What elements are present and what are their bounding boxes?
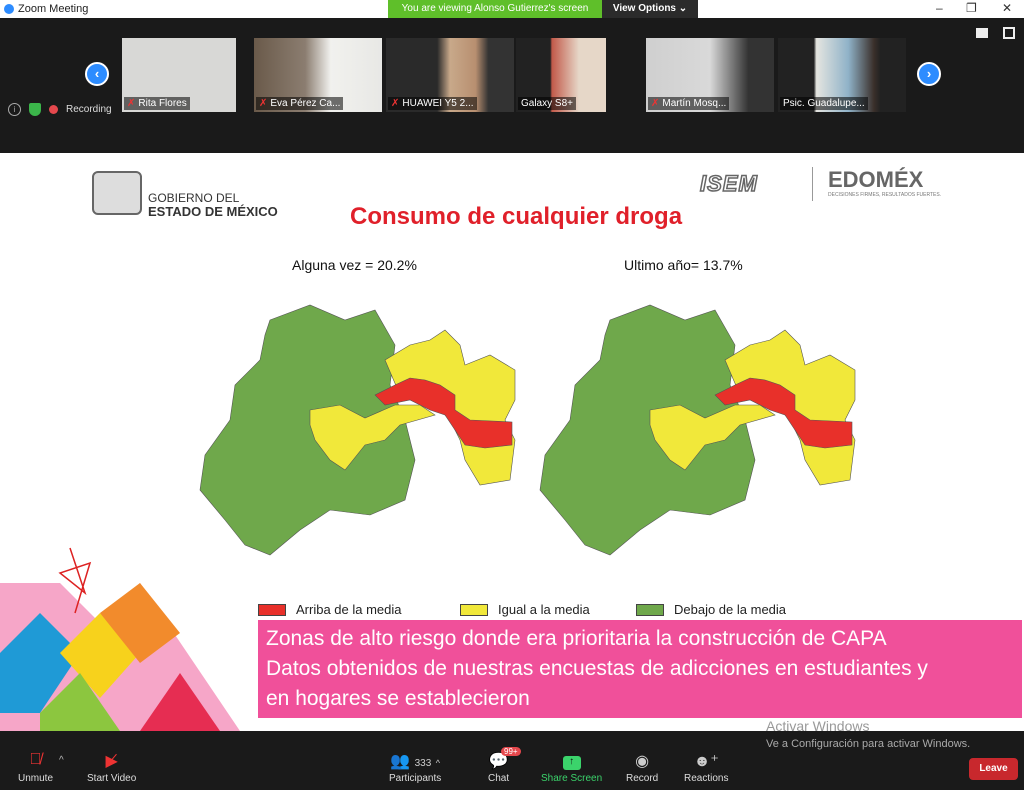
participant-name: Eva Pérez Ca... [270, 98, 341, 109]
isem-logo: ISEM [699, 170, 758, 197]
activate-windows-text: Ve a Configuración para activar Windows. [766, 738, 971, 750]
caption-line: en hogares se establecieron [266, 687, 530, 710]
activate-windows-title: Activar Windows [766, 718, 870, 734]
restore-button[interactable]: ❐ [966, 1, 977, 15]
legend-item-above: Arriba de la media [258, 602, 402, 617]
decor-shape [40, 673, 120, 731]
recording-label: Recording [66, 104, 112, 115]
caption-box: Zonas de alto riesgo donde era prioritar… [258, 620, 1022, 718]
edomex-logo: EDOMÉX [828, 167, 924, 192]
government-label: GOBIERNO DEL ESTADO DE MÉXICO [148, 191, 278, 219]
participants-icon: 👥 [390, 753, 411, 770]
info-icon[interactable]: i [8, 103, 21, 116]
close-button[interactable]: ✕ [1002, 1, 1013, 15]
start-video-button[interactable]: ▶̸ Start Video [87, 753, 137, 784]
caption-line: Datos obtenidos de nuestras encuestas de… [266, 657, 928, 680]
participant-name: Psic. Guadalupe... [783, 98, 865, 109]
share-screen-button[interactable]: ↑ Share Screen [541, 756, 603, 784]
chat-button[interactable]: 💬 99+ Chat [488, 747, 521, 784]
decor-shape [0, 613, 80, 713]
chat-badge: 99+ [501, 747, 521, 756]
signature-scribble [58, 547, 92, 614]
prev-page-button[interactable]: ‹ [85, 62, 109, 86]
participant-name: HUAWEI Y5 2... [402, 98, 474, 109]
view-options-button[interactable]: View Options ⌄ [602, 0, 698, 18]
muted-mic-icon: ✗ [391, 98, 400, 109]
participant-name: Galaxy S8+ [521, 98, 573, 109]
fullscreen-icon[interactable] [1003, 27, 1015, 39]
recording-icon [49, 105, 58, 114]
video-tile[interactable]: ✗ Martín Mosq... [646, 38, 774, 112]
muted-mic-icon: ✗ [259, 98, 268, 109]
shared-screen-slide: GOBIERNO DEL ESTADO DE MÉXICO ISEM EDOMÉX… [0, 153, 1024, 731]
participants-button[interactable]: 👥 333 ^ Participants [389, 753, 442, 784]
reactions-button[interactable]: ☻⁺ Reactions [684, 753, 729, 784]
decor-shape [140, 673, 220, 731]
left-map-subtitle: Alguna vez = 20.2% [292, 257, 417, 273]
maps-svg [0, 304, 856, 731]
minimize-button[interactable]: – [936, 1, 943, 15]
caption-line: Zonas de alto riesgo donde era prioritar… [266, 627, 887, 650]
right-map [539, 304, 856, 556]
chat-icon: 💬 [488, 753, 509, 770]
record-button[interactable]: ◉ Record [626, 753, 659, 784]
unmute-button[interactable]: 🎙̸ Unmute [18, 751, 54, 784]
slide-title: Consumo de cualquier droga [350, 203, 683, 230]
left-map [199, 304, 516, 556]
security-shield-icon[interactable] [29, 103, 41, 116]
meeting-toolbar: 🎙̸ Unmute ^ ▶̸ Start Video 👥 333 ^ Particip… [0, 731, 1024, 790]
audio-options-caret[interactable]: ^ [59, 755, 64, 766]
participant-name: Martín Mosq... [662, 98, 727, 109]
state-seal-logo [92, 171, 142, 215]
video-tile[interactable]: ✗ Eva Pérez Ca... [254, 38, 382, 112]
viewing-banner: You are viewing Alonso Gutierrez's scree… [388, 0, 602, 18]
layout-icon[interactable] [976, 28, 988, 38]
decor-shape [100, 583, 180, 663]
video-tile[interactable]: Galaxy S8+ [516, 38, 606, 112]
participants-count: 333 [414, 758, 432, 769]
participant-strip: ‹ ✗ Rita Flores ✗ Eva Pérez Ca... ✗ HUAWEI … [0, 18, 1024, 153]
muted-mic-icon: 🎙̸ [29, 751, 42, 768]
zoom-logo-icon [4, 4, 14, 14]
leave-button[interactable]: Leave [969, 758, 1018, 780]
reactions-icon: ☻⁺ [693, 753, 719, 770]
video-tile[interactable]: ✗ HUAWEI Y5 2... [386, 38, 514, 112]
next-page-button[interactable]: › [917, 62, 941, 86]
edomex-tagline: DECISIONES FIRMES, RESULTADOS FUERTES. [828, 192, 942, 198]
window-title: Zoom Meeting [18, 3, 89, 15]
share-screen-icon: ↑ [562, 756, 581, 770]
muted-mic-icon: ✗ [651, 98, 660, 109]
legend-item-below: Debajo de la media [636, 602, 786, 617]
participant-name: Rita Flores [138, 98, 187, 109]
video-off-icon: ▶̸ [105, 753, 118, 770]
muted-mic-icon: ✗ [127, 98, 136, 109]
record-icon: ◉ [635, 753, 650, 770]
right-map-subtitle: Ultimo año= 13.7% [624, 257, 743, 273]
video-tile[interactable]: Psic. Guadalupe... [778, 38, 906, 112]
legend-item-equal: Igual a la media [460, 602, 590, 617]
video-tile[interactable]: ✗ Rita Flores [122, 38, 236, 112]
